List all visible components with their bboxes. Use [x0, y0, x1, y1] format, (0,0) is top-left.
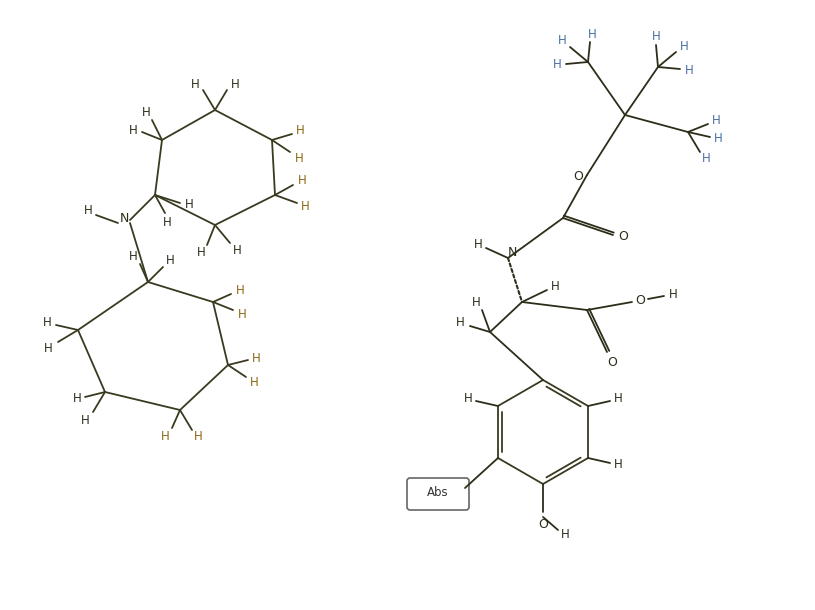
Text: H: H — [129, 249, 138, 262]
Text: H: H — [161, 429, 170, 442]
Text: H: H — [231, 77, 240, 90]
Text: H: H — [297, 174, 306, 187]
Text: H: H — [668, 287, 677, 301]
Text: H: H — [84, 204, 92, 218]
Text: H: H — [129, 123, 138, 137]
Text: O: O — [607, 356, 617, 368]
Text: H: H — [185, 198, 193, 212]
Text: H: H — [249, 376, 258, 390]
Text: H: H — [196, 246, 205, 259]
Text: H: H — [456, 317, 465, 329]
Text: H: H — [561, 528, 570, 540]
Text: H: H — [163, 215, 171, 229]
Text: H: H — [165, 254, 174, 267]
Text: O: O — [635, 293, 645, 306]
Text: H: H — [236, 284, 244, 298]
Text: H: H — [714, 132, 722, 145]
Text: H: H — [551, 279, 559, 293]
Text: H: H — [553, 57, 562, 71]
Text: H: H — [238, 307, 246, 320]
Text: H: H — [142, 106, 151, 118]
Text: H: H — [702, 152, 711, 165]
Text: H: H — [81, 414, 90, 426]
Text: O: O — [573, 171, 583, 184]
Text: N: N — [119, 212, 129, 224]
Text: H: H — [295, 151, 303, 165]
Text: O: O — [618, 231, 628, 243]
Text: H: H — [191, 77, 200, 90]
Text: H: H — [194, 431, 202, 443]
Text: H: H — [614, 392, 623, 406]
Text: H: H — [232, 245, 241, 257]
Text: H: H — [472, 295, 480, 309]
Text: H: H — [474, 237, 482, 251]
Text: H: H — [680, 40, 689, 54]
Text: H: H — [252, 351, 260, 365]
Text: H: H — [296, 124, 304, 137]
Text: H: H — [588, 27, 597, 40]
Text: O: O — [538, 517, 548, 531]
Text: H: H — [73, 392, 82, 406]
Text: H: H — [614, 459, 623, 472]
Text: H: H — [652, 30, 660, 43]
Text: N: N — [507, 245, 517, 259]
Text: H: H — [44, 342, 52, 354]
Text: H: H — [301, 201, 310, 213]
Text: H: H — [42, 315, 51, 329]
FancyBboxPatch shape — [407, 478, 469, 510]
Text: Abs: Abs — [427, 487, 449, 500]
Text: H: H — [711, 113, 720, 126]
Text: H: H — [557, 34, 566, 46]
Text: H: H — [685, 63, 694, 76]
Text: H: H — [464, 392, 473, 406]
